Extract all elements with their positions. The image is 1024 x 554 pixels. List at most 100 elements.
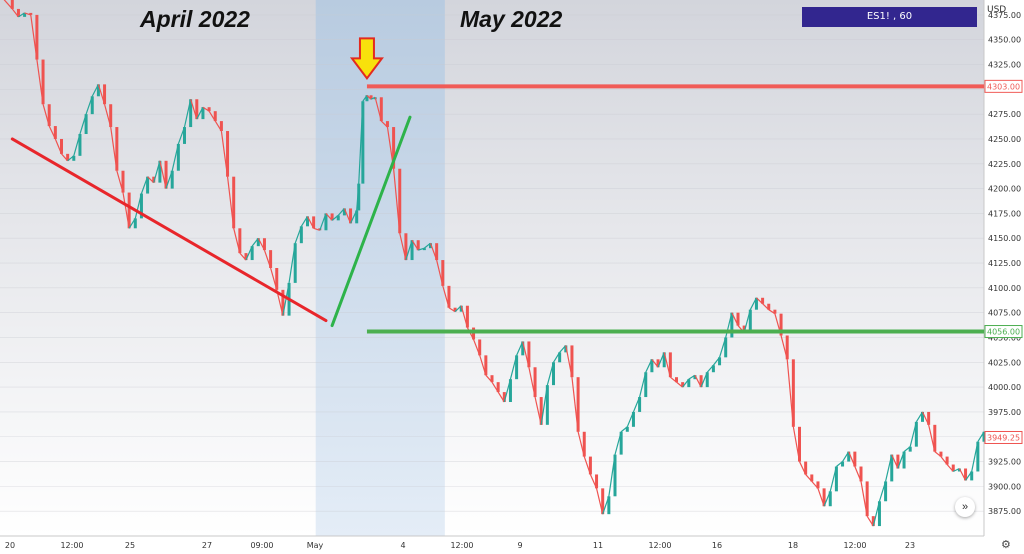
- up-trendline: [330, 115, 412, 328]
- candle: [164, 160, 168, 189]
- candle: [730, 312, 734, 338]
- candle: [47, 104, 51, 127]
- trendlines[interactable]: [10, 115, 412, 328]
- candle: [121, 170, 125, 193]
- candle: [170, 170, 174, 189]
- x-tick-label: 11: [593, 541, 603, 550]
- candle: [96, 84, 100, 97]
- candle: [865, 481, 869, 517]
- candle: [982, 431, 986, 442]
- x-tick-label: 25: [125, 541, 135, 550]
- gear-icon[interactable]: ⚙: [1001, 539, 1011, 551]
- x-tick-label: 09:00: [250, 541, 273, 550]
- horizontal-levels[interactable]: 4303.00 4056.00: [366, 79, 1023, 339]
- candle: [687, 379, 691, 388]
- candle: [570, 345, 574, 378]
- y-tick-label: 3975.00: [988, 408, 1021, 417]
- candle: [293, 243, 297, 283]
- x-tick-label: May: [307, 541, 324, 550]
- candle: [16, 8, 20, 17]
- candle: [533, 367, 537, 398]
- candle: [379, 97, 383, 122]
- candle: [410, 240, 414, 261]
- support-label: 4056.00: [987, 328, 1020, 337]
- month-annotation-may: May 2022: [460, 6, 563, 32]
- candle: [207, 107, 211, 112]
- last-price-box: [984, 430, 1023, 444]
- candle: [607, 496, 611, 515]
- candle: [668, 352, 672, 378]
- candle: [705, 372, 709, 388]
- candle: [275, 268, 279, 290]
- grid-lines: [0, 14, 984, 512]
- y-tick-label: 4175.00: [988, 209, 1021, 218]
- candle: [970, 471, 974, 481]
- candle: [773, 309, 777, 314]
- candle: [496, 382, 500, 393]
- y-tick-label: 4350.00: [988, 36, 1021, 45]
- candle: [365, 95, 369, 102]
- candle: [152, 176, 156, 183]
- candle: [66, 153, 70, 161]
- candle: [613, 454, 617, 497]
- candle: [754, 297, 758, 310]
- candle: [435, 243, 439, 261]
- candle: [195, 99, 199, 120]
- candle: [521, 341, 525, 356]
- candle: [564, 345, 568, 353]
- candle: [201, 107, 205, 120]
- candle: [35, 14, 39, 60]
- x-tick-label: 12:00: [648, 541, 671, 550]
- candle: [884, 481, 888, 502]
- x-tick-label: 12:00: [450, 541, 473, 550]
- candle: [828, 491, 832, 507]
- candle: [748, 309, 752, 333]
- candle: [631, 411, 635, 427]
- candle: [312, 216, 316, 229]
- candle: [601, 488, 605, 515]
- currency-label[interactable]: USD: [987, 5, 1007, 15]
- candle: [896, 454, 900, 469]
- candle: [306, 216, 309, 227]
- candle: [281, 289, 285, 316]
- down-arrow-shape: [349, 37, 384, 81]
- y-tick-label: 4100.00: [988, 284, 1021, 293]
- y-tick-label: 4025.00: [988, 358, 1021, 367]
- resistance-label-box: [984, 79, 1023, 93]
- y-tick-label: 4275.00: [988, 110, 1021, 119]
- time-axis[interactable]: 20 12:00 25 27 09:00 May 4 12:00 9 11 12:00 16 18 12:…: [5, 541, 915, 550]
- price-axis-labels: 3949.25: [984, 430, 1023, 444]
- x-tick-label: 20: [5, 541, 15, 550]
- candle: [465, 305, 469, 328]
- x-tick-label: 4: [400, 541, 405, 550]
- candle: [539, 397, 543, 425]
- candle: [711, 365, 715, 373]
- double-chevron-right-icon[interactable]: »: [955, 497, 975, 517]
- candle: [693, 375, 697, 380]
- candle: [841, 461, 845, 467]
- candle: [718, 357, 722, 366]
- candle: [176, 143, 180, 171]
- candle: [10, 0, 14, 9]
- candle: [342, 208, 346, 216]
- candle: [429, 243, 432, 249]
- candle: [115, 127, 119, 171]
- support-label-box: [984, 325, 1023, 339]
- candle: [146, 176, 150, 194]
- candle: [847, 451, 851, 462]
- candle: [902, 451, 906, 469]
- candle: [933, 424, 937, 452]
- candle: [490, 375, 494, 383]
- y-tick-label: 3925.00: [988, 458, 1021, 467]
- symbol-badge[interactable]: ES1! , 60: [802, 7, 977, 27]
- candle: [23, 12, 27, 17]
- candle: [349, 208, 353, 224]
- candle: [109, 104, 113, 128]
- candle: [859, 466, 863, 482]
- candle: [595, 474, 599, 489]
- x-tick-label: 23: [905, 541, 915, 550]
- candle: [226, 131, 230, 177]
- candle: [853, 451, 857, 467]
